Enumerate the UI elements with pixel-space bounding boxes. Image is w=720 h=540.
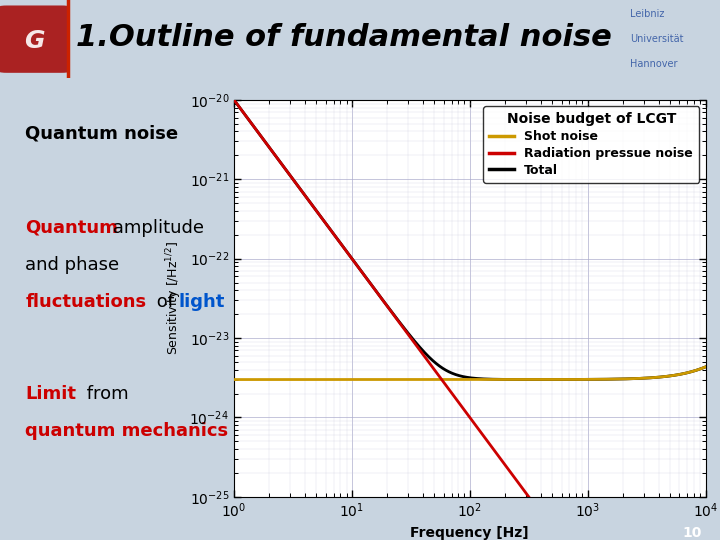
Text: fluctuations: fluctuations (25, 293, 146, 311)
Text: amplitude: amplitude (107, 219, 204, 237)
Legend: Shot noise, Radiation pressue noise, Total: Shot noise, Radiation pressue noise, Tot… (483, 106, 699, 183)
Text: Limit: Limit (25, 385, 76, 403)
Text: Leibniz: Leibniz (630, 9, 665, 19)
Text: 1.Outline of fundamental noise: 1.Outline of fundamental noise (76, 23, 611, 52)
Text: 10: 10 (683, 526, 702, 540)
FancyBboxPatch shape (0, 5, 68, 73)
Text: light: light (179, 293, 225, 311)
Text: Quantum: Quantum (25, 219, 118, 237)
Y-axis label: Sensitivity [/Hz$^{1/2}$]: Sensitivity [/Hz$^{1/2}$] (164, 241, 184, 355)
Text: and phase: and phase (25, 256, 120, 274)
Text: Quantum noise: Quantum noise (25, 125, 179, 143)
Text: from: from (81, 385, 129, 403)
Text: G: G (24, 29, 45, 53)
Text: quantum mechanics: quantum mechanics (25, 422, 228, 440)
Text: Universität: Universität (630, 34, 683, 44)
Text: Hannover: Hannover (630, 59, 678, 69)
X-axis label: Frequency [Hz]: Frequency [Hz] (410, 526, 529, 540)
Text: of: of (151, 293, 180, 311)
